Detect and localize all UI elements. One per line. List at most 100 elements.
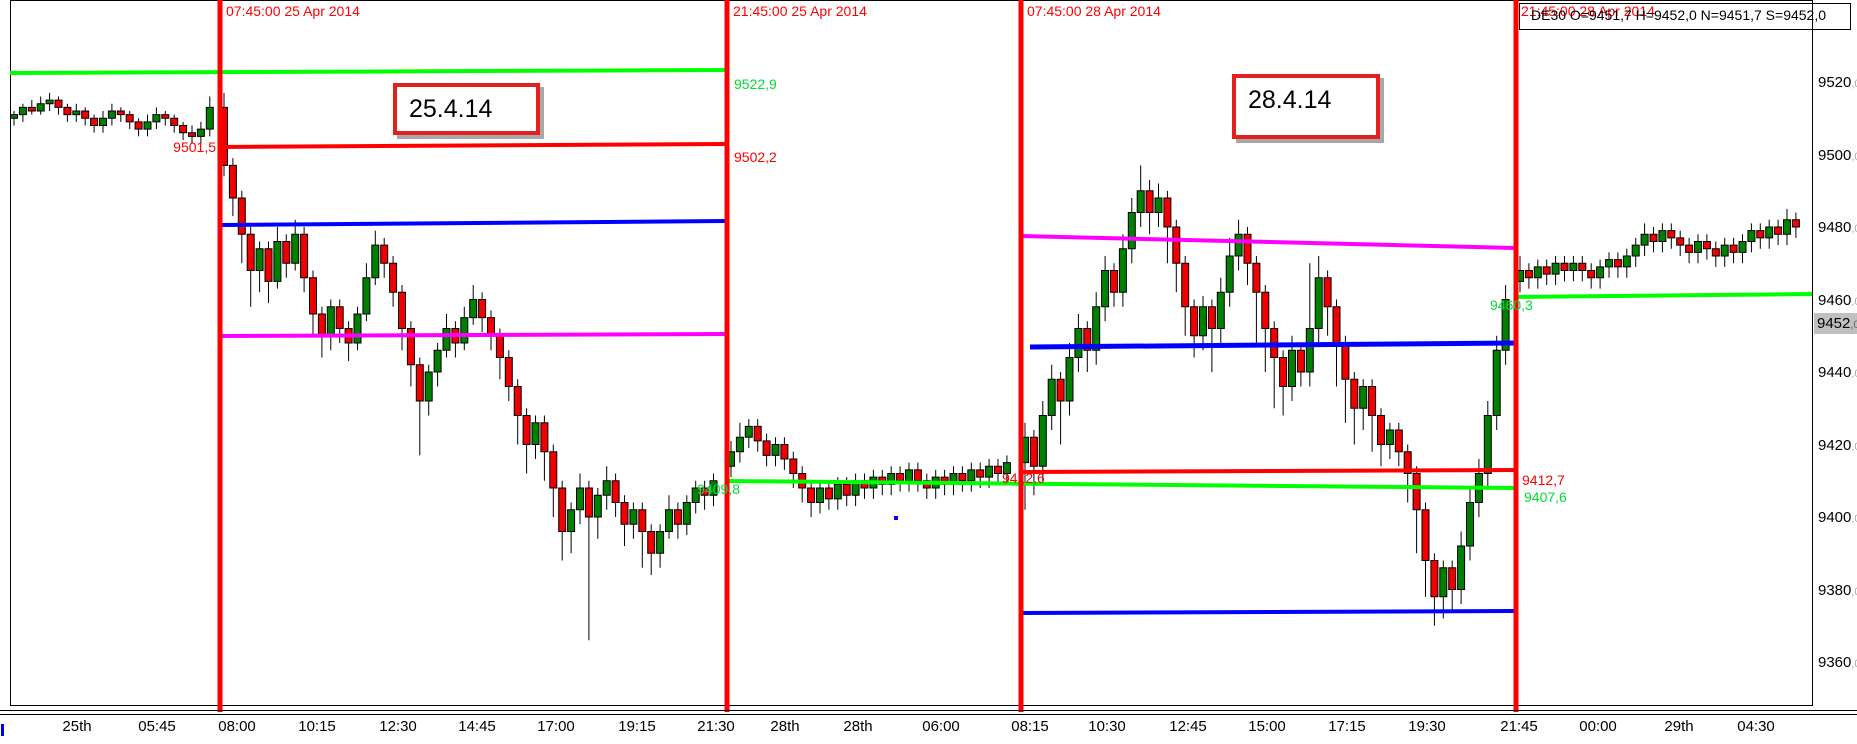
candle-down [1368,386,1377,416]
candle-down [1676,237,1685,246]
date-callout-28-4-14[interactable]: 28.4.14 [1232,74,1380,139]
dot-marker [894,516,898,520]
candle-up [1154,197,1163,213]
candle-down [1163,197,1172,228]
candle-down [1403,451,1412,474]
candle-down [1448,567,1457,590]
candle-up [1483,415,1492,474]
candle-down [638,509,647,532]
candle-up [709,480,718,496]
candle-up [576,487,584,511]
candle-down [620,502,629,525]
candle-down [116,110,125,116]
candle-down [1560,262,1569,271]
line-value-label: 9502,2 [734,149,777,165]
candle-down [647,531,656,554]
axis-separator-line-2 [0,714,1857,715]
date-callout-text: 28.4.14 [1248,86,1332,114]
candle-up [1738,241,1747,253]
candle-up [1569,262,1578,271]
support-magenta-25th[interactable] [220,332,727,338]
candle-up [152,114,161,123]
candle-up [629,509,638,525]
support-red-28th[interactable] [1020,468,1517,474]
time-axis-label: 10:30 [1088,718,1126,735]
candle-down [807,487,816,503]
candle-up [433,349,442,373]
candle-down [1702,241,1711,250]
candle-down [1190,306,1199,337]
candle-down [1613,259,1622,268]
time-axis-label: 19:15 [618,718,656,735]
candle-up [1640,233,1649,246]
candle-down [1261,291,1270,329]
resistance-green-25th[interactable] [9,68,728,75]
time-axis-label: 08:15 [1011,718,1049,735]
time-axis-label: 25th [62,718,92,735]
price-axis-label: 9500,0 [1818,146,1857,164]
candle-down [522,415,531,445]
pivot-blue-28th[interactable] [1029,340,1517,350]
candle-down [1756,230,1765,239]
candle-up [602,480,611,496]
line-value-label: 9460,3 [1490,297,1533,313]
candle-up [442,328,451,351]
level-green-29th[interactable] [1515,292,1813,299]
candle-down [1412,473,1421,511]
pivot-blue-25th[interactable] [220,219,727,227]
candle-down [540,422,549,453]
axis-separator-line-1 [0,710,1857,711]
date-callout-25-4-14[interactable]: 25.4.14 [393,83,540,135]
candle-up [362,277,371,315]
candle-up [1225,255,1234,293]
candle-up [1533,266,1542,279]
candle-down [1296,349,1305,373]
time-axis-label: 04:30 [1737,718,1775,735]
support-blue-28th[interactable] [1020,609,1517,615]
candle-up [691,487,700,503]
resistance-red-25th[interactable] [219,142,728,149]
candle-down [913,469,922,482]
candle-up [326,306,335,337]
candle-up [1596,266,1605,279]
candle-up [1002,462,1011,474]
support-green-28th[interactable] [726,479,1517,490]
time-axis-label: 21:45 [1500,718,1538,735]
scroll-marker[interactable] [1,724,4,736]
time-axis-label: 21:30 [697,718,735,735]
candle-up [1038,415,1047,467]
candle-down [246,233,255,271]
candle-down [309,277,317,315]
candle-down [1110,270,1118,293]
candle-down [264,248,273,282]
candle-up [1199,306,1207,337]
candle-down [1711,248,1720,257]
candle-down [1791,219,1800,228]
candle-down [1685,244,1694,253]
current-price-badge: 9452,0 [1814,313,1857,334]
candle-down [1729,244,1738,253]
candle-up [371,244,380,279]
candle-up [1092,306,1101,351]
price-axis-label: 9460,0 [1818,291,1857,309]
candle-up [771,444,780,456]
candle-down [63,106,72,116]
candle-down [1774,226,1783,235]
candle-up [1466,502,1474,547]
candle-up [1605,259,1613,268]
resistance-magenta-28th[interactable] [1020,234,1517,250]
candle-down [398,291,406,329]
candle-up [1658,230,1667,242]
title-frame [1519,3,1851,30]
candle-down [584,487,593,518]
price-axis-label: 9520,0 [1818,74,1857,91]
price-axis-label: 9380,0 [1818,581,1857,599]
candle-up [424,371,433,402]
candle-down [161,114,170,119]
candle-down [789,458,798,474]
time-axis-label: 06:00 [922,718,960,735]
candle-down [406,328,415,366]
price-axis-label: 9400,0 [1818,509,1857,526]
candle-up [18,106,27,116]
